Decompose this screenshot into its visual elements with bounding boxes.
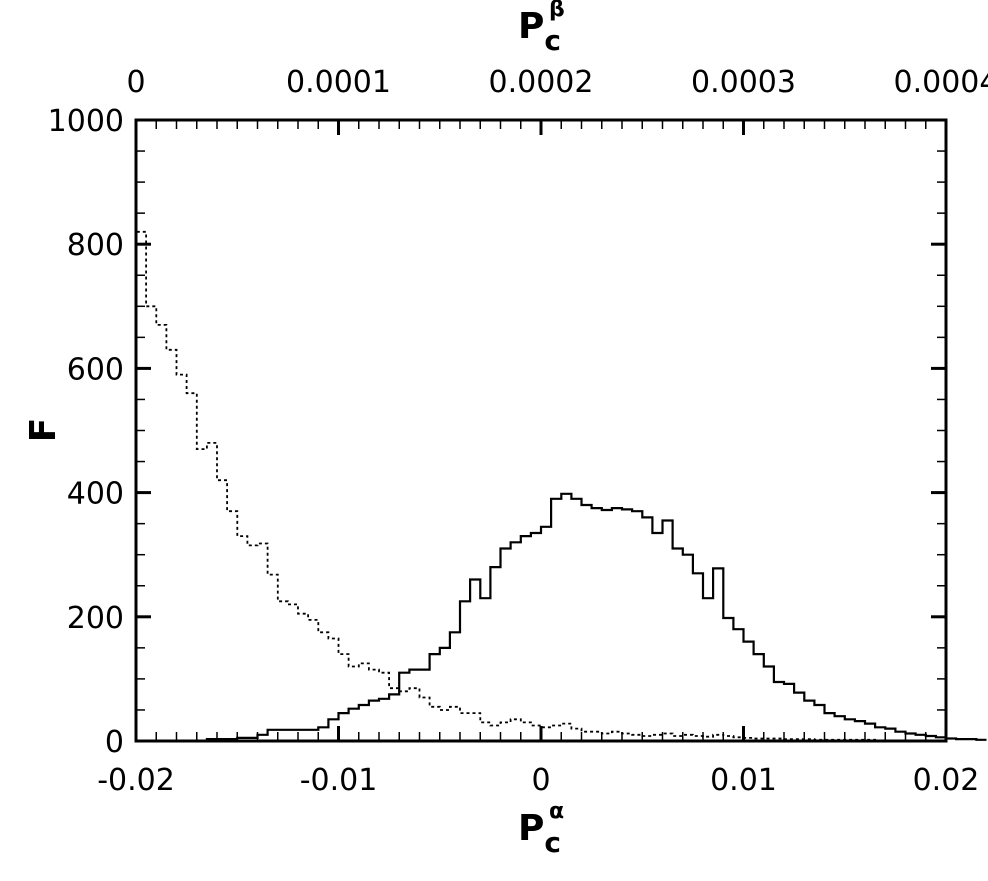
x2-tick-label: 0.0001	[286, 65, 391, 100]
x-tick-label: -0.02	[97, 763, 175, 798]
x-tick-label: 0.02	[913, 763, 980, 798]
y-tick-label: 800	[67, 228, 124, 263]
y-axis-title: F	[23, 418, 64, 443]
y-tick-label: 1000	[48, 104, 124, 139]
x-tick-label: -0.01	[300, 763, 378, 798]
tick-marks	[134, 118, 948, 743]
x2-axis-title: Pcβ	[518, 0, 565, 57]
y-tick-label: 600	[67, 352, 124, 387]
plot-frame	[134, 118, 948, 743]
x-tick-label: 0	[531, 763, 550, 798]
y-tick-label: 0	[105, 725, 124, 760]
x2-tick-label: 0.0002	[489, 65, 594, 100]
x2-tick-label: 0.0004	[894, 65, 988, 100]
y-tick-label: 400	[67, 477, 124, 512]
tick-labels: -0.02 -0.01 0 0.01 0.02 0 0.0001 0.0002 0.0003 0.…	[48, 65, 988, 798]
x2-tick-label: 0.0003	[691, 65, 796, 100]
series-layer	[135, 230, 987, 742]
solid-histogram-series	[205, 492, 987, 741]
x2-tick-label: 0	[126, 65, 145, 100]
x-axis-title: Pcα	[518, 799, 564, 859]
x-tick-label: 0.01	[710, 763, 777, 798]
dotted-histogram-series	[135, 230, 946, 742]
y-tick-label: 200	[67, 601, 124, 636]
